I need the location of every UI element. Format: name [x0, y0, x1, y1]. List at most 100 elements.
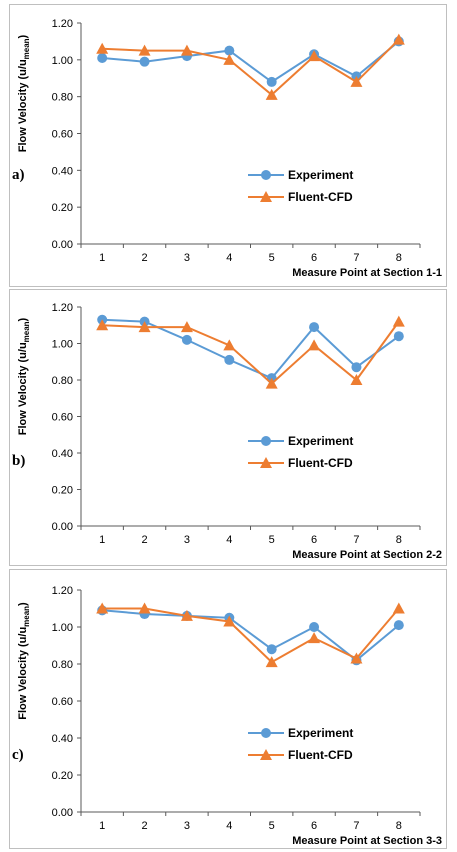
- data-point-experiment: [266, 644, 277, 655]
- x-axis-title: Measure Point at Section 2-2: [292, 549, 442, 561]
- y-tick-label: 0.40: [52, 165, 73, 177]
- data-point-cfd: [138, 321, 151, 333]
- legend-marker-circle: [261, 436, 271, 446]
- data-point-experiment: [393, 331, 404, 342]
- x-tick-label: 6: [311, 252, 317, 264]
- data-point-cfd: [96, 42, 109, 54]
- data-point-experiment: [351, 362, 362, 373]
- x-tick-label: 8: [396, 534, 402, 546]
- chart-panel-3: 0.00 0.20 0.40 0.60 0.80 1.00 1.20 1 2 3 4 5 6 7 8 Meas…: [9, 569, 447, 849]
- y-tick-label: 0.40: [52, 733, 73, 745]
- legend-marker-circle: [261, 728, 271, 738]
- data-point-cfd: [180, 44, 193, 56]
- y-axis-title-subscript: mean: [22, 606, 31, 627]
- data-point-cfd: [223, 53, 236, 65]
- chart-panel-1: 0.00 0.20 0.40 0.60 0.80 1.00 1.20 1 2 3 4 5 6 7 8 Meas…: [9, 4, 447, 287]
- data-point-cfd: [392, 33, 405, 45]
- data-point-experiment: [309, 622, 320, 632]
- x-tick-label: 6: [311, 534, 317, 546]
- data-point-experiment: [309, 322, 320, 333]
- panel-border: [9, 289, 447, 566]
- panel-border: [9, 569, 447, 849]
- x-tick-label: 8: [396, 252, 402, 264]
- x-tick-label: 3: [184, 252, 190, 264]
- data-point-cfd: [392, 315, 405, 327]
- legend-marker-triangle: [260, 457, 272, 468]
- x-tick-label: 6: [311, 820, 317, 832]
- legend-label: Fluent-CFD: [288, 748, 353, 762]
- data-point-cfd: [223, 615, 236, 627]
- y-tick-label: 0.60: [52, 696, 73, 708]
- x-tick-label: 2: [142, 534, 148, 546]
- data-point-cfd: [138, 44, 151, 56]
- y-tick-label: 0.20: [52, 202, 73, 214]
- data-point-experiment: [181, 334, 192, 345]
- data-point-cfd: [392, 602, 405, 614]
- x-tick-label: 5: [269, 534, 275, 546]
- legend-label: Experiment: [288, 726, 353, 740]
- series-line-fluent-cfd: [102, 321, 400, 385]
- y-tick-label: 0.80: [52, 375, 73, 387]
- x-tick-label: 7: [353, 252, 359, 264]
- data-point-experiment: [266, 76, 277, 87]
- data-point-cfd: [138, 602, 151, 614]
- y-axis-title-subscript: mean: [22, 321, 31, 342]
- legend-label: Experiment: [288, 434, 353, 448]
- x-axis-title: Measure Point at Section 3-3: [292, 835, 442, 847]
- y-tick-label: 1.20: [52, 302, 73, 314]
- data-point-cfd: [96, 319, 109, 331]
- y-axis-title: Flow Velocity (u/umean): [17, 317, 31, 435]
- data-point-experiment: [97, 52, 108, 63]
- x-tick-label: 7: [353, 534, 359, 546]
- legend-marker-triangle: [260, 749, 272, 760]
- x-tick-label: 2: [142, 820, 148, 832]
- data-point-cfd: [350, 75, 363, 87]
- data-point-experiment: [393, 620, 404, 631]
- x-tick-label: 7: [353, 820, 359, 832]
- y-axis-title-close: ): [17, 34, 29, 38]
- legend-label: Experiment: [288, 168, 353, 182]
- x-tick-label: 1: [99, 252, 105, 264]
- y-tick-label: 1.00: [52, 622, 73, 634]
- x-tick-label: 5: [269, 252, 275, 264]
- y-tick-label: 0.00: [52, 807, 73, 819]
- data-point-experiment: [224, 354, 235, 365]
- y-tick-label: 0.40: [52, 448, 73, 460]
- data-point-cfd: [265, 88, 278, 100]
- data-point-cfd: [180, 321, 193, 333]
- data-point-cfd: [350, 652, 363, 664]
- x-tick-label: 1: [99, 534, 105, 546]
- y-tick-label: 0.80: [52, 659, 73, 671]
- series-line-experiment: [102, 318, 400, 380]
- x-tick-label: 5: [269, 820, 275, 832]
- data-point-cfd: [308, 339, 321, 351]
- series-line-fluent-cfd: [102, 38, 400, 97]
- y-tick-label: 0.60: [52, 412, 73, 424]
- y-axis-title: Flow Velocity (u/umean): [17, 602, 31, 720]
- x-tick-label: 3: [184, 820, 190, 832]
- data-point-cfd: [308, 632, 321, 644]
- x-tick-label: 4: [226, 534, 232, 546]
- x-axis-title: Measure Point at Section 1-1: [292, 267, 442, 279]
- legend-label: Fluent-CFD: [288, 190, 353, 204]
- x-tick-label: 4: [226, 820, 232, 832]
- y-axis-title-main: Flow Velocity (u/u: [17, 342, 29, 435]
- y-tick-label: 0.00: [52, 521, 73, 533]
- y-tick-label: 0.20: [52, 485, 73, 497]
- data-point-cfd: [223, 339, 236, 351]
- panel-label: b): [12, 453, 25, 469]
- series-line-fluent-cfd: [102, 607, 400, 664]
- data-point-cfd: [96, 602, 109, 614]
- x-tick-label: 1: [99, 820, 105, 832]
- data-point-experiment: [139, 56, 150, 67]
- y-tick-label: 1.20: [52, 18, 73, 30]
- legend-marker-triangle: [260, 191, 272, 202]
- data-point-cfd: [265, 656, 278, 668]
- y-axis-title-main: Flow Velocity (u/u: [17, 59, 29, 152]
- data-point-cfd: [308, 50, 321, 62]
- panel-label: a): [12, 167, 25, 183]
- data-point-cfd: [350, 374, 363, 385]
- y-axis-title-close: ): [17, 602, 29, 606]
- x-tick-label: 3: [184, 534, 190, 546]
